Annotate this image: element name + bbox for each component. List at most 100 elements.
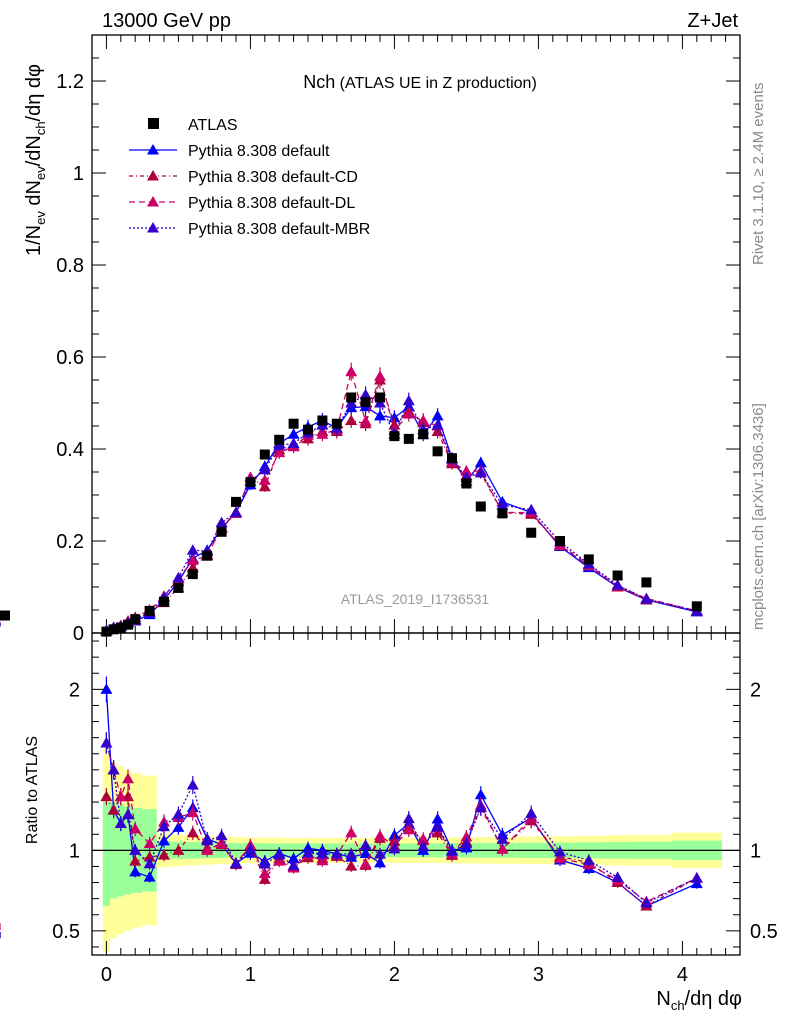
ratio-point	[244, 843, 257, 854]
data-point	[130, 614, 141, 625]
data-point	[123, 619, 133, 630]
data-point	[555, 536, 565, 546]
axis-tick-labels: 0 1 2 3 4 0 0.2 0.4 0.6 0.8 1 1.2 0.5 0.5 1 1 2 2	[52, 71, 778, 986]
header-right: Z+Jet	[687, 10, 738, 32]
data-point	[359, 415, 372, 426]
ratio-point	[230, 857, 242, 868]
data-point	[186, 554, 199, 565]
ratio-point	[143, 871, 156, 882]
legend-label: ATLAS	[188, 117, 238, 134]
data-point	[258, 474, 271, 485]
ratio-point	[431, 812, 444, 824]
ratio-point	[374, 829, 386, 841]
ratio-point	[158, 834, 170, 846]
data-point	[402, 408, 415, 419]
plot-title: Nch (ATLAS UE in Z production)	[303, 72, 537, 92]
data-point	[303, 424, 313, 435]
ratio-point	[345, 826, 358, 838]
analysis-id: ATLAS_2019_I1736531	[341, 591, 490, 607]
legend-entry: Pythia 8.308 default-MBR	[129, 221, 370, 238]
ratio-uncertainty-bands	[92, 749, 740, 952]
ratio-point	[554, 845, 566, 857]
ratio-point	[359, 847, 372, 859]
plot-title-sub: (ATLAS UE in Z production)	[335, 75, 537, 92]
ratio-point	[129, 865, 142, 877]
data-point	[346, 392, 357, 403]
ratio-point	[374, 848, 386, 859]
data-point	[612, 570, 623, 581]
data-point	[0, 610, 10, 621]
ratio-point	[496, 833, 509, 844]
ratio-point	[186, 778, 199, 790]
ratio-point	[258, 867, 271, 879]
y-tick-label-main: 0	[73, 623, 84, 645]
data-point	[525, 503, 538, 515]
legend-marker-triangle	[147, 144, 159, 155]
data-point	[108, 624, 119, 635]
data-point	[186, 544, 199, 555]
data-point	[144, 605, 155, 616]
ratio-point	[402, 823, 415, 835]
y-tick-label-ratio: 0.5	[52, 921, 80, 943]
header-left: 13000 GeV pp	[102, 10, 231, 32]
data-point	[231, 496, 241, 507]
ratio-point	[359, 839, 372, 850]
mcplots-label: mcplots.cern.ch [arXiv:1306.3436]	[750, 403, 767, 630]
series-atlas	[0, 392, 702, 637]
data-point	[389, 431, 400, 442]
ratio-point	[107, 763, 120, 775]
data-point	[316, 428, 329, 439]
ratio-panel-frame	[91, 632, 741, 956]
ratio-point	[100, 790, 113, 802]
data-point	[245, 477, 256, 488]
data-point	[374, 409, 386, 421]
legend-marker-triangle	[147, 170, 159, 181]
data-point	[474, 466, 487, 478]
y-tick-label-ratio-right: 1	[750, 840, 761, 862]
legend-label: Pythia 8.308 default-MBR	[188, 221, 370, 238]
ratio-point	[287, 859, 300, 871]
data-point	[159, 596, 169, 607]
data-point	[461, 478, 472, 489]
ratio-point	[143, 857, 156, 869]
y-tick-label-ratio: 1	[69, 840, 80, 862]
data-point	[287, 437, 300, 448]
ratio-point	[460, 837, 473, 849]
ratio-point	[330, 847, 343, 859]
data-point	[431, 419, 444, 430]
series-ratio-line	[105, 742, 698, 904]
data-point	[611, 579, 624, 590]
data-point	[101, 626, 112, 637]
ratio-point	[302, 846, 314, 858]
legend-entry: ATLAS	[148, 117, 238, 134]
data-point	[215, 516, 228, 528]
ratio-point	[158, 820, 170, 832]
ratio-point	[215, 829, 228, 841]
ratio-point	[611, 871, 624, 882]
data-point	[258, 463, 271, 475]
ratio-point	[107, 804, 120, 815]
legend-label: Pythia 8.308 default	[188, 143, 330, 160]
x-tick-label: 4	[677, 964, 688, 986]
ratio-point	[122, 772, 134, 784]
x-tick-label: 2	[389, 964, 400, 986]
ratio-point	[316, 847, 329, 859]
data-point	[172, 571, 185, 583]
ratio-point	[446, 845, 458, 856]
series-ratio-line	[105, 689, 698, 907]
legend-entry: Pythia 8.308 default-CD	[129, 169, 358, 186]
legend: ATLAS Pythia 8.308 default Pythia 8.308 de…	[129, 117, 370, 238]
data-point	[345, 414, 358, 425]
y-tick-label-main: 0.4	[56, 439, 84, 461]
data-point	[259, 449, 270, 460]
data-point	[374, 370, 386, 381]
y-tick-label-main: 1.2	[56, 71, 84, 93]
ratio-point	[100, 683, 113, 694]
ratio-point	[402, 812, 415, 824]
data-point	[640, 592, 653, 604]
y-axis-label-main: 1/Nev dNev/dNch/dη dφ	[23, 64, 48, 256]
ratio-point	[114, 817, 127, 829]
data-point	[431, 409, 444, 421]
data-point	[216, 526, 227, 537]
